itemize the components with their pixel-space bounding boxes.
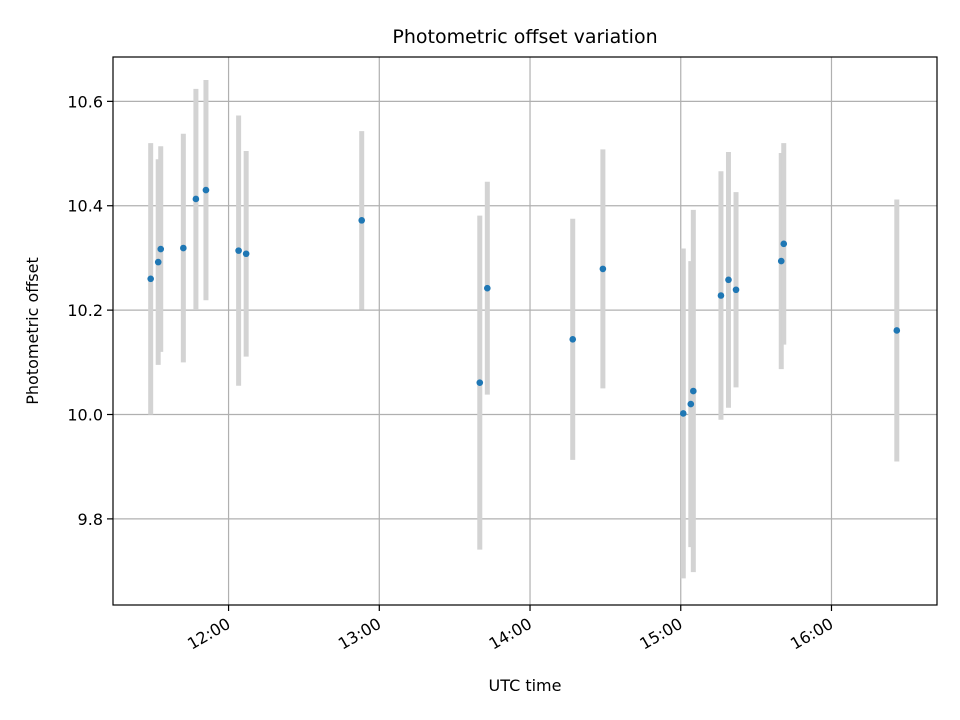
y-tick-label: 10.6 xyxy=(67,92,103,111)
y-tick-label: 9.8 xyxy=(78,510,103,529)
y-tick-label: 10.0 xyxy=(67,406,103,425)
data-points xyxy=(147,186,901,417)
data-point xyxy=(235,247,242,254)
data-point xyxy=(725,276,732,284)
data-point xyxy=(484,284,491,292)
data-point xyxy=(717,292,725,299)
data-point xyxy=(147,275,154,283)
data-point xyxy=(476,379,484,386)
x-axis-label: UTC time xyxy=(489,676,562,695)
data-point xyxy=(202,186,210,194)
data-point xyxy=(893,327,901,334)
data-point xyxy=(154,258,162,266)
data-point xyxy=(192,195,200,203)
chart-title: Photometric offset variation xyxy=(392,26,657,48)
data-point xyxy=(679,410,687,417)
data-point xyxy=(780,240,788,248)
data-point xyxy=(569,336,577,343)
grid xyxy=(113,57,937,605)
data-point xyxy=(358,217,366,224)
data-point xyxy=(732,286,740,294)
data-point xyxy=(690,387,697,395)
y-axis-label: Photometric offset xyxy=(23,257,42,405)
data-point xyxy=(777,257,785,265)
plot-frame xyxy=(112,56,938,606)
y-axis: 9.8 10.0 10.2 10.4 10.6 xyxy=(67,92,113,529)
data-point xyxy=(180,244,187,252)
y-tick-label: 10.4 xyxy=(67,197,103,216)
y-tick-label: 10.2 xyxy=(67,301,103,320)
data-point xyxy=(687,400,695,408)
data-point xyxy=(157,245,165,253)
data-point xyxy=(599,265,607,273)
data-point xyxy=(242,250,250,258)
